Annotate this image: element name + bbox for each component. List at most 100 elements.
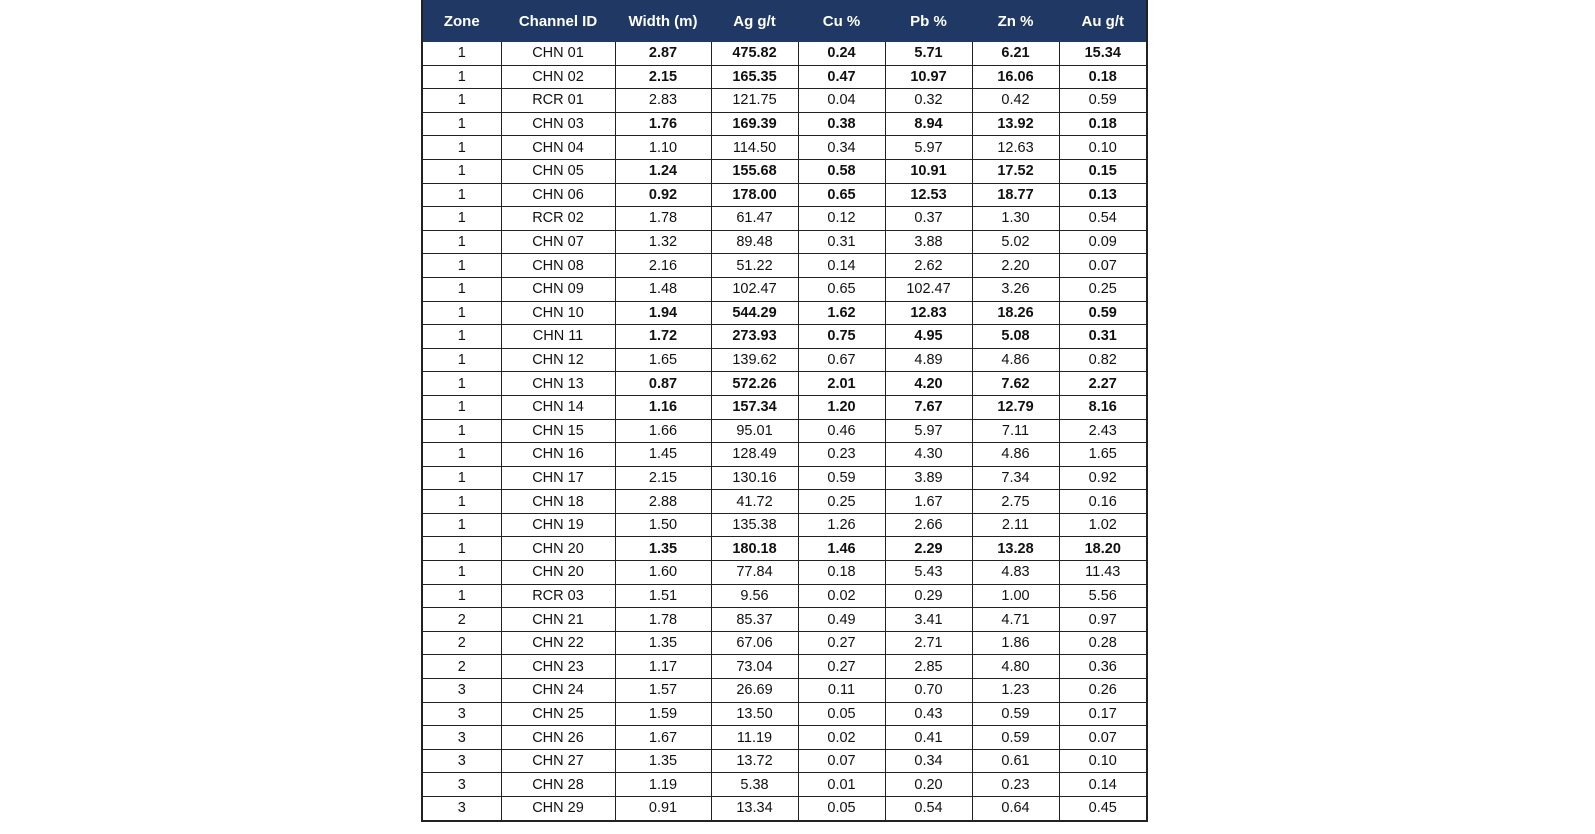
- cell-cu: 0.05: [797, 795, 886, 822]
- table-row: 1 CHN 18 2.88 41.72 0.25 1.67 2.75 0.16: [421, 489, 1148, 514]
- cell-zone: 3: [421, 795, 502, 822]
- cell-pb: 0.54: [884, 795, 973, 822]
- table-row: 1 CHN 12 1.65 139.62 0.67 4.89 4.86 0.82: [421, 347, 1148, 373]
- cell-cu: 2.01: [797, 371, 886, 396]
- cell-cu: 0.02: [797, 725, 886, 750]
- cell-channel-id: CHN 08: [500, 253, 616, 278]
- cell-zone: 1: [421, 489, 502, 514]
- cell-au: 0.45: [1058, 795, 1148, 822]
- cell-zone: 3: [421, 748, 502, 774]
- cell-cu: 0.65: [797, 182, 886, 208]
- cell-ag: 128.49: [710, 442, 799, 467]
- cell-width: 1.94: [614, 300, 712, 326]
- cell-zone: 1: [421, 536, 502, 562]
- column-header-au: Au g/t: [1058, 0, 1148, 42]
- cell-width: 1.76: [614, 111, 712, 137]
- table-row: 1 CHN 05 1.24 155.68 0.58 10.91 17.52 0.15: [421, 158, 1148, 184]
- table-row: 1 CHN 03 1.76 169.39 0.38 8.94 13.92 0.18: [421, 111, 1148, 137]
- cell-channel-id: CHN 27: [500, 748, 616, 774]
- cell-width: 2.83: [614, 88, 712, 113]
- cell-pb: 102.47: [884, 276, 973, 302]
- cell-zone: 1: [421, 41, 502, 66]
- cell-cu: 1.62: [797, 300, 886, 326]
- column-header-width: Width (m): [614, 0, 712, 42]
- cell-zn: 7.11: [971, 418, 1060, 444]
- cell-zn: 13.28: [971, 536, 1060, 562]
- cell-zone: 2: [421, 630, 502, 656]
- cell-au: 0.09: [1058, 229, 1148, 255]
- cell-zn: 1.00: [971, 583, 1060, 609]
- cell-zn: 4.80: [971, 654, 1060, 680]
- cell-ag: 67.06: [710, 630, 799, 656]
- cell-channel-id: CHN 09: [500, 276, 616, 302]
- cell-au: 0.15: [1058, 158, 1148, 184]
- header-row: Zone Channel ID Width (m) Ag g/t Cu % Pb % Zn …: [421, 0, 1148, 42]
- cell-ag: 102.47: [710, 276, 799, 302]
- cell-ag: 139.62: [710, 347, 799, 373]
- cell-zone: 1: [421, 182, 502, 208]
- table-row: 1 CHN 19 1.50 135.38 1.26 2.66 2.11 1.02: [421, 512, 1148, 538]
- cell-ag: 41.72: [710, 489, 799, 514]
- cell-au: 2.43: [1058, 418, 1148, 444]
- table-row: 1 CHN 20 1.60 77.84 0.18 5.43 4.83 11.43: [421, 560, 1148, 585]
- cell-pb: 2.66: [884, 512, 973, 538]
- cell-zone: 2: [421, 607, 502, 632]
- cell-width: 1.48: [614, 276, 712, 302]
- cell-zn: 2.11: [971, 512, 1060, 538]
- cell-channel-id: CHN 10: [500, 300, 616, 326]
- cell-width: 1.17: [614, 654, 712, 680]
- cell-zn: 5.02: [971, 229, 1060, 255]
- cell-channel-id: CHN 19: [500, 512, 616, 538]
- cell-zone: 1: [421, 88, 502, 113]
- cell-au: 0.18: [1058, 64, 1148, 90]
- cell-channel-id: CHN 16: [500, 442, 616, 467]
- table-row: 1 CHN 10 1.94 544.29 1.62 12.83 18.26 0.59: [421, 300, 1148, 326]
- cell-channel-id: CHN 18: [500, 489, 616, 514]
- cell-ag: 165.35: [710, 64, 799, 90]
- table-row: 2 CHN 21 1.78 85.37 0.49 3.41 4.71 0.97: [421, 607, 1148, 632]
- cell-ag: 61.47: [710, 206, 799, 231]
- cell-au: 0.97: [1058, 607, 1148, 632]
- cell-channel-id: CHN 25: [500, 701, 616, 727]
- cell-ag: 51.22: [710, 253, 799, 278]
- cell-width: 1.32: [614, 229, 712, 255]
- cell-width: 1.65: [614, 347, 712, 373]
- column-header-zone: Zone: [421, 0, 502, 42]
- cell-ag: 572.26: [710, 371, 799, 396]
- cell-au: 0.10: [1058, 748, 1148, 774]
- cell-zn: 7.34: [971, 465, 1060, 491]
- cell-cu: 0.47: [797, 64, 886, 90]
- cell-channel-id: CHN 03: [500, 111, 616, 137]
- cell-au: 1.02: [1058, 512, 1148, 538]
- cell-au: 0.07: [1058, 253, 1148, 278]
- cell-zone: 1: [421, 418, 502, 444]
- table-row: 1 RCR 03 1.51 9.56 0.02 0.29 1.00 5.56: [421, 583, 1148, 609]
- table-body: 1 CHN 01 2.87 475.82 0.24 5.71 6.21 15.34 1 CHN 0…: [421, 41, 1148, 822]
- table-row: 1 CHN 11 1.72 273.93 0.75 4.95 5.08 0.31: [421, 324, 1148, 349]
- table-row: 3 CHN 27 1.35 13.72 0.07 0.34 0.61 0.10: [421, 748, 1148, 774]
- cell-zone: 1: [421, 135, 502, 160]
- cell-width: 0.91: [614, 795, 712, 822]
- cell-pb: 2.62: [884, 253, 973, 278]
- cell-zone: 3: [421, 678, 502, 703]
- cell-cu: 0.49: [797, 607, 886, 632]
- cell-ag: 475.82: [710, 41, 799, 66]
- cell-cu: 0.24: [797, 41, 886, 66]
- cell-ag: 95.01: [710, 418, 799, 444]
- cell-pb: 0.37: [884, 206, 973, 231]
- cell-pb: 5.97: [884, 135, 973, 160]
- table-row: 1 CHN 14 1.16 157.34 1.20 7.67 12.79 8.16: [421, 394, 1148, 420]
- cell-width: 1.67: [614, 725, 712, 750]
- cell-ag: 13.72: [710, 748, 799, 774]
- cell-channel-id: CHN 11: [500, 324, 616, 349]
- cell-zn: 4.86: [971, 442, 1060, 467]
- cell-zone: 1: [421, 512, 502, 538]
- cell-au: 0.59: [1058, 88, 1148, 113]
- cell-zn: 0.23: [971, 772, 1060, 797]
- cell-pb: 7.67: [884, 394, 973, 420]
- table-row: 1 CHN 09 1.48 102.47 0.65 102.47 3.26 0.25: [421, 276, 1148, 302]
- cell-cu: 0.01: [797, 772, 886, 797]
- cell-channel-id: CHN 04: [500, 135, 616, 160]
- cell-channel-id: RCR 03: [500, 583, 616, 609]
- cell-zn: 0.59: [971, 701, 1060, 727]
